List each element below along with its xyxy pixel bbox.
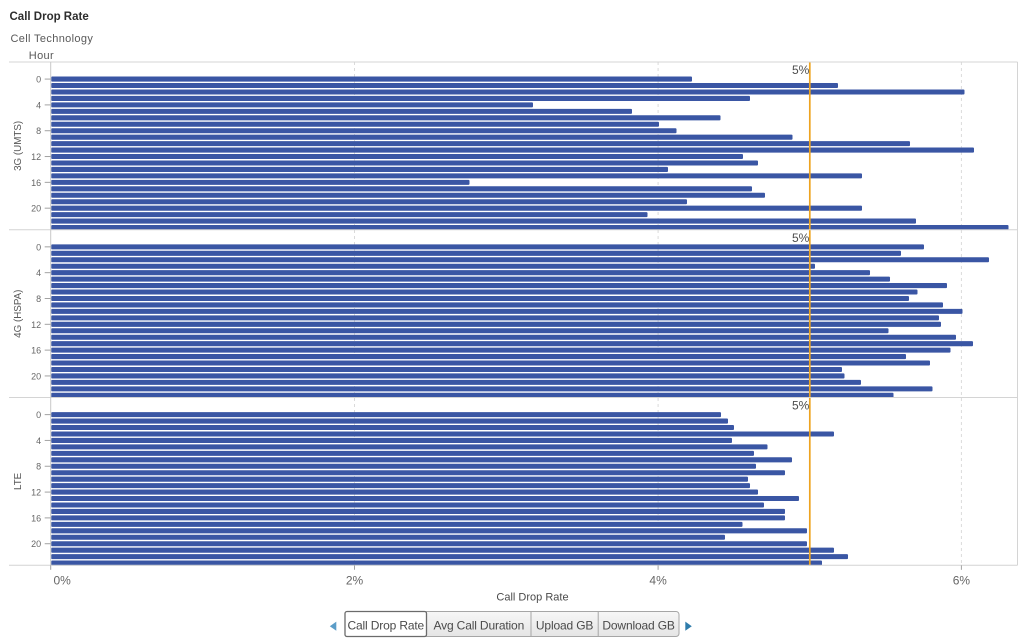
svg-text:Cell Technology: Cell Technology <box>11 33 94 45</box>
svg-text:4%: 4% <box>649 573 667 587</box>
svg-text:0%: 0% <box>54 573 72 587</box>
svg-text:0: 0 <box>36 410 41 420</box>
svg-text:LTE: LTE <box>13 472 24 490</box>
svg-text:6%: 6% <box>953 573 971 587</box>
svg-text:20: 20 <box>31 204 41 214</box>
svg-text:3G (UMTS): 3G (UMTS) <box>13 121 24 171</box>
svg-text:8: 8 <box>36 126 41 136</box>
svg-text:20: 20 <box>31 371 41 381</box>
svg-text:5%: 5% <box>792 399 810 413</box>
svg-text:0: 0 <box>36 75 41 85</box>
svg-text:8: 8 <box>36 294 41 304</box>
svg-text:Call Drop Rate: Call Drop Rate <box>347 618 424 632</box>
svg-text:Call Drop Rate: Call Drop Rate <box>496 592 568 604</box>
svg-text:4: 4 <box>36 436 41 446</box>
svg-text:4G (HSPA): 4G (HSPA) <box>13 290 24 338</box>
svg-text:16: 16 <box>31 346 41 356</box>
svg-text:5%: 5% <box>792 63 810 77</box>
svg-text:8: 8 <box>36 462 41 472</box>
svg-text:0: 0 <box>36 242 41 252</box>
svg-text:16: 16 <box>31 178 41 188</box>
svg-text:Download GB: Download GB <box>602 618 675 632</box>
svg-text:5%: 5% <box>792 231 810 245</box>
svg-text:Call Drop Rate: Call Drop Rate <box>10 11 89 23</box>
svg-text:4: 4 <box>36 268 41 278</box>
svg-text:12: 12 <box>31 320 41 330</box>
svg-text:4: 4 <box>36 100 41 110</box>
svg-text:Upload GB: Upload GB <box>536 618 593 632</box>
svg-text:12: 12 <box>31 488 41 498</box>
svg-text:20: 20 <box>31 539 41 549</box>
svg-text:Avg Call Duration: Avg Call Duration <box>433 618 524 632</box>
svg-text:Hour: Hour <box>29 50 54 62</box>
svg-text:16: 16 <box>31 513 41 523</box>
svg-text:12: 12 <box>31 152 41 162</box>
svg-text:2%: 2% <box>346 573 364 587</box>
